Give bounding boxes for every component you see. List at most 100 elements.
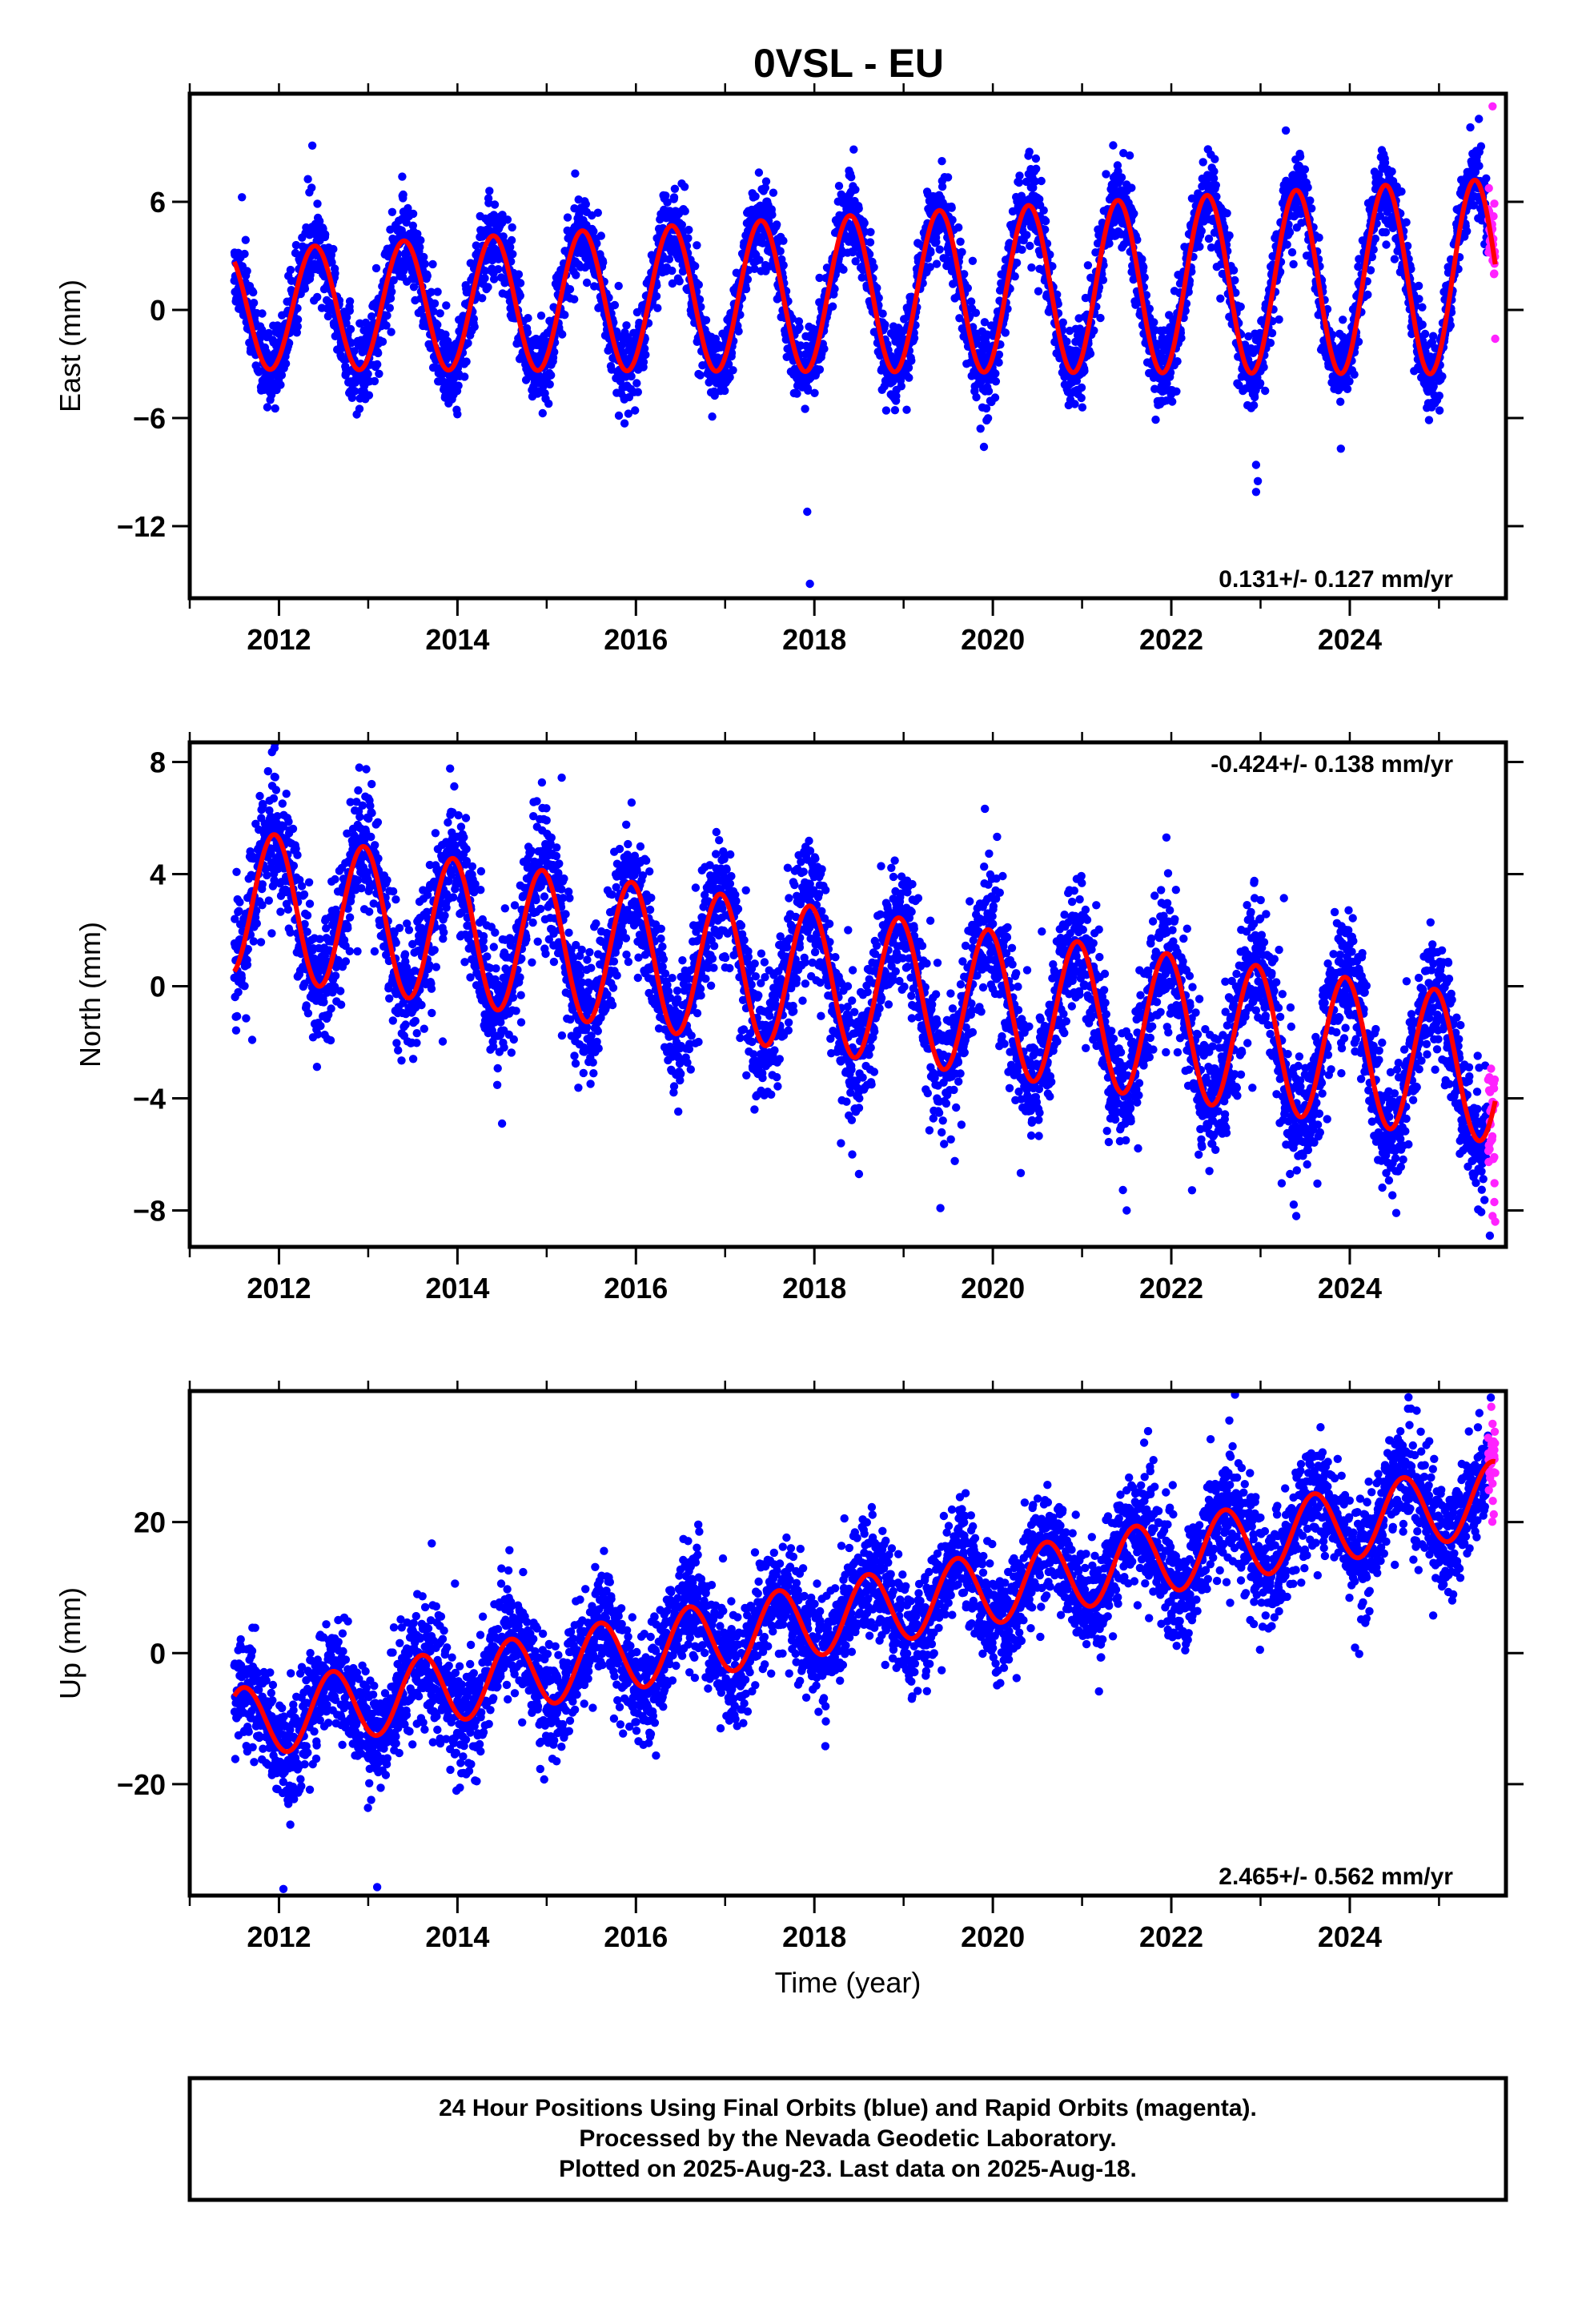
east-final-point — [990, 393, 1000, 402]
east-final-point — [241, 235, 250, 244]
east-final-point — [620, 419, 629, 428]
east-final-point — [1251, 460, 1261, 469]
east-final-point — [801, 404, 809, 413]
east-final-point — [1418, 320, 1427, 329]
east-final-point — [433, 320, 442, 329]
east-final-point — [897, 382, 906, 391]
east-final-point — [593, 208, 602, 217]
east-final-point — [261, 382, 270, 391]
east-final-point — [729, 366, 737, 375]
east-final-point — [470, 322, 479, 332]
east-final-point — [991, 377, 1001, 386]
east-final-point — [581, 199, 590, 209]
east-final-point — [968, 256, 978, 265]
east-final-point — [958, 247, 966, 256]
east-final-point — [1109, 141, 1118, 150]
east-final-point — [508, 250, 517, 259]
east-final-point — [599, 258, 608, 267]
east-final-point — [669, 193, 679, 202]
east-panel: 2012 2014 2016 2018 2020 2022 2024−12−606 East… — [54, 83, 1524, 656]
east-final-point — [1482, 174, 1491, 183]
east-final-point — [675, 277, 684, 286]
east-final-point — [508, 223, 516, 232]
east-final-point — [472, 241, 480, 250]
east-final-point — [938, 157, 946, 166]
east-final-point — [803, 507, 812, 517]
east-final-point — [385, 304, 394, 312]
east-final-point — [387, 207, 397, 216]
east-final-point — [342, 319, 351, 328]
east-final-point — [1267, 328, 1277, 338]
east-final-point — [1010, 272, 1019, 281]
east-final-point — [387, 287, 396, 296]
east-final-point — [1283, 240, 1291, 249]
east-final-point — [563, 213, 572, 222]
east-final-point — [464, 339, 472, 348]
east-final-point — [441, 330, 450, 339]
east-final-point — [1259, 363, 1268, 372]
east-final-point — [983, 414, 993, 423]
east-final-point — [263, 403, 272, 412]
east-final-point — [979, 442, 989, 452]
east-final-point — [1435, 406, 1444, 415]
east-final-point — [1025, 147, 1034, 156]
east-rapid-point — [1490, 199, 1499, 208]
east-final-point — [828, 302, 837, 311]
east-final-point — [632, 379, 641, 388]
east-final-point — [1414, 281, 1423, 291]
east-rapid-point — [1490, 269, 1499, 278]
east-final-point — [1077, 383, 1086, 392]
east-final-point — [293, 315, 303, 324]
east-final-point — [409, 283, 419, 292]
east-final-point — [427, 287, 436, 296]
east-final-point — [1062, 337, 1071, 346]
east-final-point — [1150, 318, 1158, 327]
east-final-point — [881, 406, 891, 415]
east-final-point — [810, 388, 819, 397]
east-final-point — [1476, 142, 1486, 151]
east-final-point — [494, 265, 503, 274]
east-final-point — [1251, 488, 1261, 497]
east-final-point — [1127, 183, 1136, 192]
east-final-point — [558, 330, 567, 339]
east-final-point — [1295, 152, 1305, 161]
east-final-point — [321, 230, 330, 239]
east-final-point — [243, 267, 251, 275]
east-final-point — [1070, 400, 1079, 408]
east-final-point — [971, 308, 981, 317]
east-final-point — [1339, 316, 1347, 324]
east-final-point — [1402, 218, 1411, 227]
east-final-point — [1022, 231, 1031, 239]
east-final-point — [346, 324, 355, 334]
east-final-point — [1300, 165, 1310, 174]
east-final-point — [292, 328, 301, 337]
east-final-point — [313, 292, 322, 302]
east-final-point — [363, 369, 372, 379]
east-final-point — [428, 259, 437, 269]
east-final-point — [345, 297, 355, 306]
east-final-point — [1229, 266, 1239, 275]
east-final-point — [614, 411, 624, 420]
east-final-point — [386, 294, 396, 303]
east-final-point — [249, 299, 259, 308]
east-final-point — [1466, 123, 1475, 132]
east-final-point — [1255, 379, 1265, 388]
east-final-point — [1382, 240, 1391, 249]
east-final-point — [938, 182, 947, 191]
east-final-point — [485, 187, 494, 195]
east-final-point — [1253, 476, 1263, 485]
east-final-point — [1083, 261, 1093, 270]
east-final-point — [1078, 403, 1087, 412]
east-final-point — [524, 314, 532, 323]
east-final-point — [994, 358, 1003, 367]
east-final-point — [1173, 357, 1182, 366]
east-final-point — [963, 283, 973, 292]
east-final-point — [1387, 167, 1396, 176]
east-final-point — [1032, 164, 1041, 173]
east-final-point — [506, 243, 515, 251]
east-final-point — [1424, 416, 1434, 424]
east-final-point — [1261, 386, 1270, 396]
east-final-point — [327, 258, 336, 267]
east-final-point — [1117, 173, 1126, 182]
east-final-point — [1031, 154, 1041, 163]
